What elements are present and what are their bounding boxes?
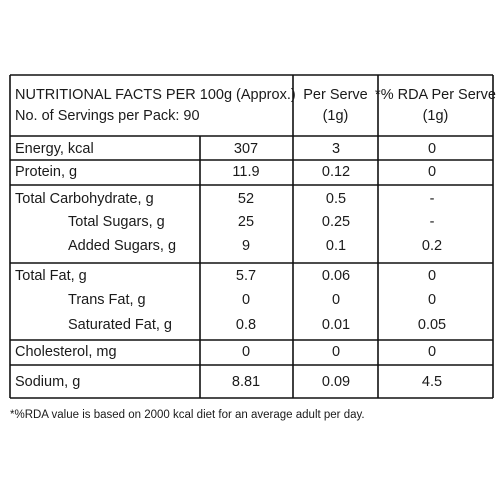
nutrient-value: 0 bbox=[428, 268, 436, 284]
header-text: No. of Servings per Pack: 90 bbox=[15, 108, 200, 124]
nutrient-value: 0 bbox=[428, 292, 436, 308]
nutrient-value: 0 bbox=[332, 292, 340, 308]
footnote: *%RDA value is based on 2000 kcal diet f… bbox=[10, 409, 365, 421]
nutrient-value: 25 bbox=[238, 214, 254, 230]
nutrient-value: 0 bbox=[242, 292, 250, 308]
nutrient-value: - bbox=[430, 214, 435, 230]
header-text: NUTRITIONAL FACTS PER 100g (Approx.) bbox=[15, 87, 296, 103]
nutrient-label: Protein, g bbox=[15, 164, 77, 180]
nutrient-label: Total Fat, g bbox=[15, 268, 87, 284]
nutrient-value: - bbox=[430, 191, 435, 207]
header-text: (1g) bbox=[423, 108, 449, 124]
nutrient-label: Total Carbohydrate, g bbox=[15, 191, 154, 207]
nutrient-value: 3 bbox=[332, 141, 340, 157]
nutrient-value: 0.1 bbox=[326, 238, 346, 254]
nutrient-value: 5.7 bbox=[236, 268, 256, 284]
header-text: Per Serve bbox=[303, 87, 367, 103]
nutrient-value: 8.81 bbox=[232, 374, 260, 390]
nutrient-label: Energy, kcal bbox=[15, 141, 94, 157]
nutrient-label: Cholesterol, mg bbox=[15, 344, 117, 360]
nutrient-value: 52 bbox=[238, 191, 254, 207]
nutrient-value: 0 bbox=[428, 344, 436, 360]
nutrient-value: 0.25 bbox=[322, 214, 350, 230]
nutrient-value: 307 bbox=[234, 141, 258, 157]
header-text: *% RDA Per Serve bbox=[375, 87, 496, 103]
nutrient-label: Saturated Fat, g bbox=[68, 317, 172, 333]
nutrient-value: 4.5 bbox=[422, 374, 442, 390]
nutrient-value: 0 bbox=[332, 344, 340, 360]
nutrient-value: 0.01 bbox=[322, 317, 350, 333]
nutrient-value: 0.5 bbox=[326, 191, 346, 207]
header-text: (1g) bbox=[323, 108, 349, 124]
nutrient-label: Added Sugars, g bbox=[68, 238, 176, 254]
nutrient-value: 0.12 bbox=[322, 164, 350, 180]
nutrient-value: 0.8 bbox=[236, 317, 256, 333]
nutrient-value: 0 bbox=[242, 344, 250, 360]
nutrient-label: Trans Fat, g bbox=[68, 292, 146, 308]
nutrient-label: Total Sugars, g bbox=[68, 214, 165, 230]
nutrient-value: 0.2 bbox=[422, 238, 442, 254]
nutrient-value: 0 bbox=[428, 141, 436, 157]
nutrient-value: 0.05 bbox=[418, 317, 446, 333]
nutrient-label: Sodium, g bbox=[15, 374, 80, 390]
nutrient-value: 11.9 bbox=[232, 164, 259, 180]
nutrient-value: 0 bbox=[428, 164, 436, 180]
nutrient-value: 0.06 bbox=[322, 268, 350, 284]
nutrient-value: 0.09 bbox=[322, 374, 350, 390]
nutrient-value: 9 bbox=[242, 238, 250, 254]
